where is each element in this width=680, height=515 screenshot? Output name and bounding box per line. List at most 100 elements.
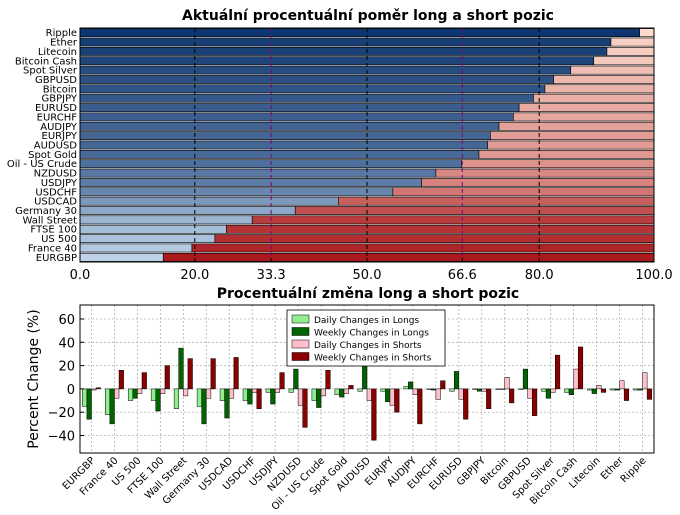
y-tick-label: 20 xyxy=(58,360,75,375)
change-bar xyxy=(371,388,377,441)
change-bar xyxy=(555,354,561,390)
category-label: Wall Street xyxy=(23,215,78,226)
category-label: AUDUSD xyxy=(34,141,78,152)
change-bar xyxy=(440,380,446,390)
change-bar xyxy=(412,388,418,395)
change-bar xyxy=(247,388,253,405)
long-bar xyxy=(79,93,534,103)
change-bar xyxy=(366,388,372,401)
change-bar xyxy=(316,388,322,408)
change-bar xyxy=(183,388,189,397)
change-bar xyxy=(164,365,170,390)
legend-label: Weekly Changes in Shorts xyxy=(314,354,432,364)
category-label: EURCHF xyxy=(37,112,78,123)
legend-swatch xyxy=(291,352,310,361)
change-bar xyxy=(568,388,574,395)
change-bar xyxy=(486,388,492,409)
change-bar xyxy=(114,388,120,399)
long-bar xyxy=(79,37,612,47)
long-bar xyxy=(79,28,640,38)
short-bar xyxy=(461,159,655,169)
short-bar xyxy=(490,131,655,141)
bottom-chart-title: Procentuální změna long a short pozic xyxy=(217,286,519,302)
change-bar xyxy=(518,388,524,390)
category-label: Oil - US Crude xyxy=(7,159,77,170)
category-label: FTSE 100 xyxy=(30,225,77,236)
category-label: GBPUSD xyxy=(35,75,77,86)
change-bar xyxy=(348,385,354,390)
short-bar xyxy=(435,168,655,178)
change-bar xyxy=(522,368,528,390)
short-bar xyxy=(544,84,655,94)
change-bar xyxy=(495,388,501,390)
change-bar xyxy=(288,388,294,393)
change-bar xyxy=(127,388,134,401)
change-bar xyxy=(224,388,230,419)
long-bar xyxy=(79,243,193,253)
change-bar xyxy=(160,388,166,394)
change-bar xyxy=(499,388,506,390)
change-bar xyxy=(380,388,386,392)
change-bar xyxy=(646,388,652,400)
short-bar xyxy=(487,140,655,150)
change-bar xyxy=(86,388,92,420)
change-bar xyxy=(431,388,437,391)
long-bar xyxy=(79,196,339,206)
change-bar xyxy=(426,388,432,390)
change-bar xyxy=(173,388,179,409)
short-bar xyxy=(606,47,655,56)
long-bar xyxy=(79,187,394,197)
change-bar xyxy=(453,371,460,390)
short-bar xyxy=(251,215,655,225)
change-bar xyxy=(187,358,193,390)
short-bar xyxy=(533,93,655,103)
short-bar xyxy=(392,187,655,197)
short-bar xyxy=(478,149,655,159)
y-tick-label: 0 xyxy=(67,383,75,398)
change-bar xyxy=(228,388,235,399)
category-label: USDCHF xyxy=(35,187,77,198)
change-bar xyxy=(610,388,616,391)
legend-label: Daily Changes in Longs xyxy=(314,316,419,326)
change-bar xyxy=(596,385,602,390)
x-tick-label: 33.3 xyxy=(257,268,286,283)
category-label: Bitcoin Cash xyxy=(15,56,77,67)
long-bar xyxy=(79,121,500,131)
legend-label: Weekly Changes in Longs xyxy=(314,329,429,339)
x-tick-label: 50.0 xyxy=(353,268,382,283)
short-bar xyxy=(191,243,655,253)
change-bar xyxy=(449,388,455,392)
change-bar xyxy=(577,346,584,390)
category-label: EURGBP xyxy=(36,253,77,264)
category-label: Spot Gold xyxy=(28,150,77,161)
short-bar xyxy=(553,75,655,84)
long-bar xyxy=(79,75,554,84)
long-bar xyxy=(79,131,491,141)
short-bar xyxy=(498,121,655,131)
change-bar xyxy=(343,388,349,394)
change-bar xyxy=(541,388,547,392)
y-tick-label: −20 xyxy=(48,406,75,421)
change-bar xyxy=(532,388,538,416)
long-bar xyxy=(79,103,520,112)
change-bar xyxy=(633,388,639,391)
short-bar xyxy=(226,224,655,234)
change-bar xyxy=(206,388,212,399)
change-bar xyxy=(600,388,607,393)
change-bar xyxy=(614,388,620,391)
short-bar xyxy=(610,37,655,47)
change-bar xyxy=(150,388,157,401)
change-bar xyxy=(279,372,285,390)
change-bar xyxy=(105,388,111,415)
change-bar xyxy=(132,388,138,399)
change-bar xyxy=(311,388,317,401)
change-bar xyxy=(201,388,207,425)
y-tick-label: 60 xyxy=(58,313,75,328)
change-bar xyxy=(91,388,97,391)
change-bar xyxy=(573,368,579,390)
long-bar xyxy=(79,112,514,122)
long-bar xyxy=(79,215,253,225)
change-bar xyxy=(141,372,147,390)
